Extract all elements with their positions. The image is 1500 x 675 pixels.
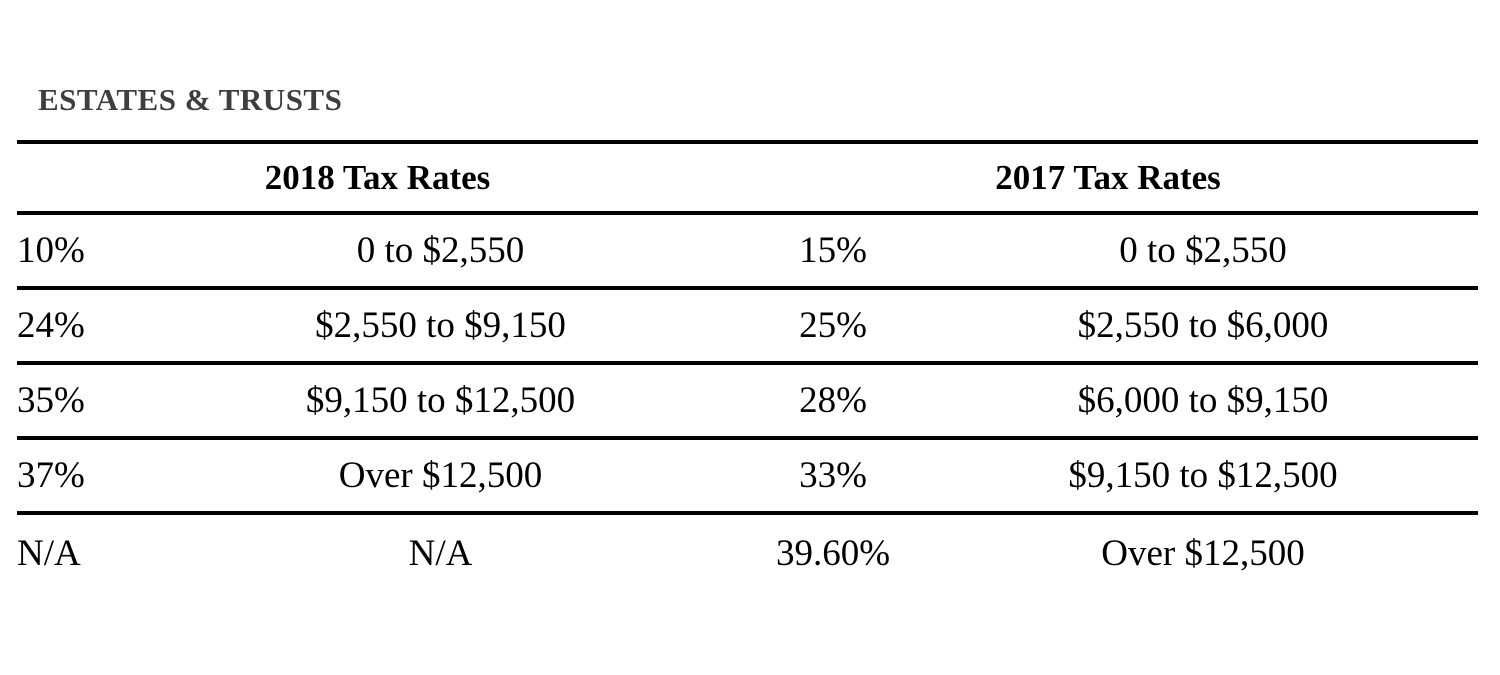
cell-bracket-2018: 0 to $2,550 bbox=[143, 213, 738, 290]
cell-bracket-2018: $2,550 to $9,150 bbox=[143, 288, 738, 365]
column-header-2017-tax-rates: 2017 Tax Rates bbox=[738, 142, 1478, 215]
cell-bracket-2017: $2,550 to $6,000 bbox=[928, 288, 1478, 365]
cell-rate-2017: 15% bbox=[738, 213, 928, 290]
table-row: N/A N/A 39.60% Over $12,500 bbox=[17, 513, 1478, 591]
cell-bracket-2018: N/A bbox=[408, 532, 473, 574]
table-header-row: 2018 Tax Rates 2017 Tax Rates bbox=[17, 142, 1478, 215]
cell-rate-2018: 35% bbox=[17, 363, 143, 440]
cell-rate-2017: 25% bbox=[738, 288, 928, 365]
table-row: 35% $9,150 to $12,500 28% $6,000 to $9,1… bbox=[17, 363, 1478, 440]
cell-bracket-2018: Over $12,500 bbox=[143, 438, 738, 515]
cell-rate-2018: 24% bbox=[17, 288, 143, 365]
cell-bracket-2017: Over $12,500 bbox=[1101, 532, 1305, 574]
cell-rate-2017: 33% bbox=[738, 438, 928, 515]
page-title: ESTATES & TRUSTS bbox=[38, 82, 343, 117]
cell-rate-2017: 28% bbox=[738, 363, 928, 440]
cell-bracket-2017: 0 to $2,550 bbox=[928, 213, 1478, 290]
table-row: 10% 0 to $2,550 15% 0 to $2,550 bbox=[17, 213, 1478, 290]
cell-rate-2018: 10% bbox=[17, 213, 143, 290]
cell-rate-2018: 37% bbox=[17, 438, 143, 515]
tax-rates-table: 2018 Tax Rates 2017 Tax Rates 10% 0 to $… bbox=[17, 140, 1478, 591]
column-header-2018-tax-rates: 2018 Tax Rates bbox=[17, 142, 738, 215]
cell-bracket-2017: $9,150 to $12,500 bbox=[928, 438, 1478, 515]
cell-rate-2017: 39.60% bbox=[775, 532, 891, 574]
cell-bracket-2018: $9,150 to $12,500 bbox=[143, 363, 738, 440]
cell-bracket-2017: $6,000 to $9,150 bbox=[928, 363, 1478, 440]
table-row: 37% Over $12,500 33% $9,150 to $12,500 bbox=[17, 438, 1478, 515]
table-row: 24% $2,550 to $9,150 25% $2,550 to $6,00… bbox=[17, 288, 1478, 365]
cell-rate-2018: N/A bbox=[17, 532, 81, 574]
